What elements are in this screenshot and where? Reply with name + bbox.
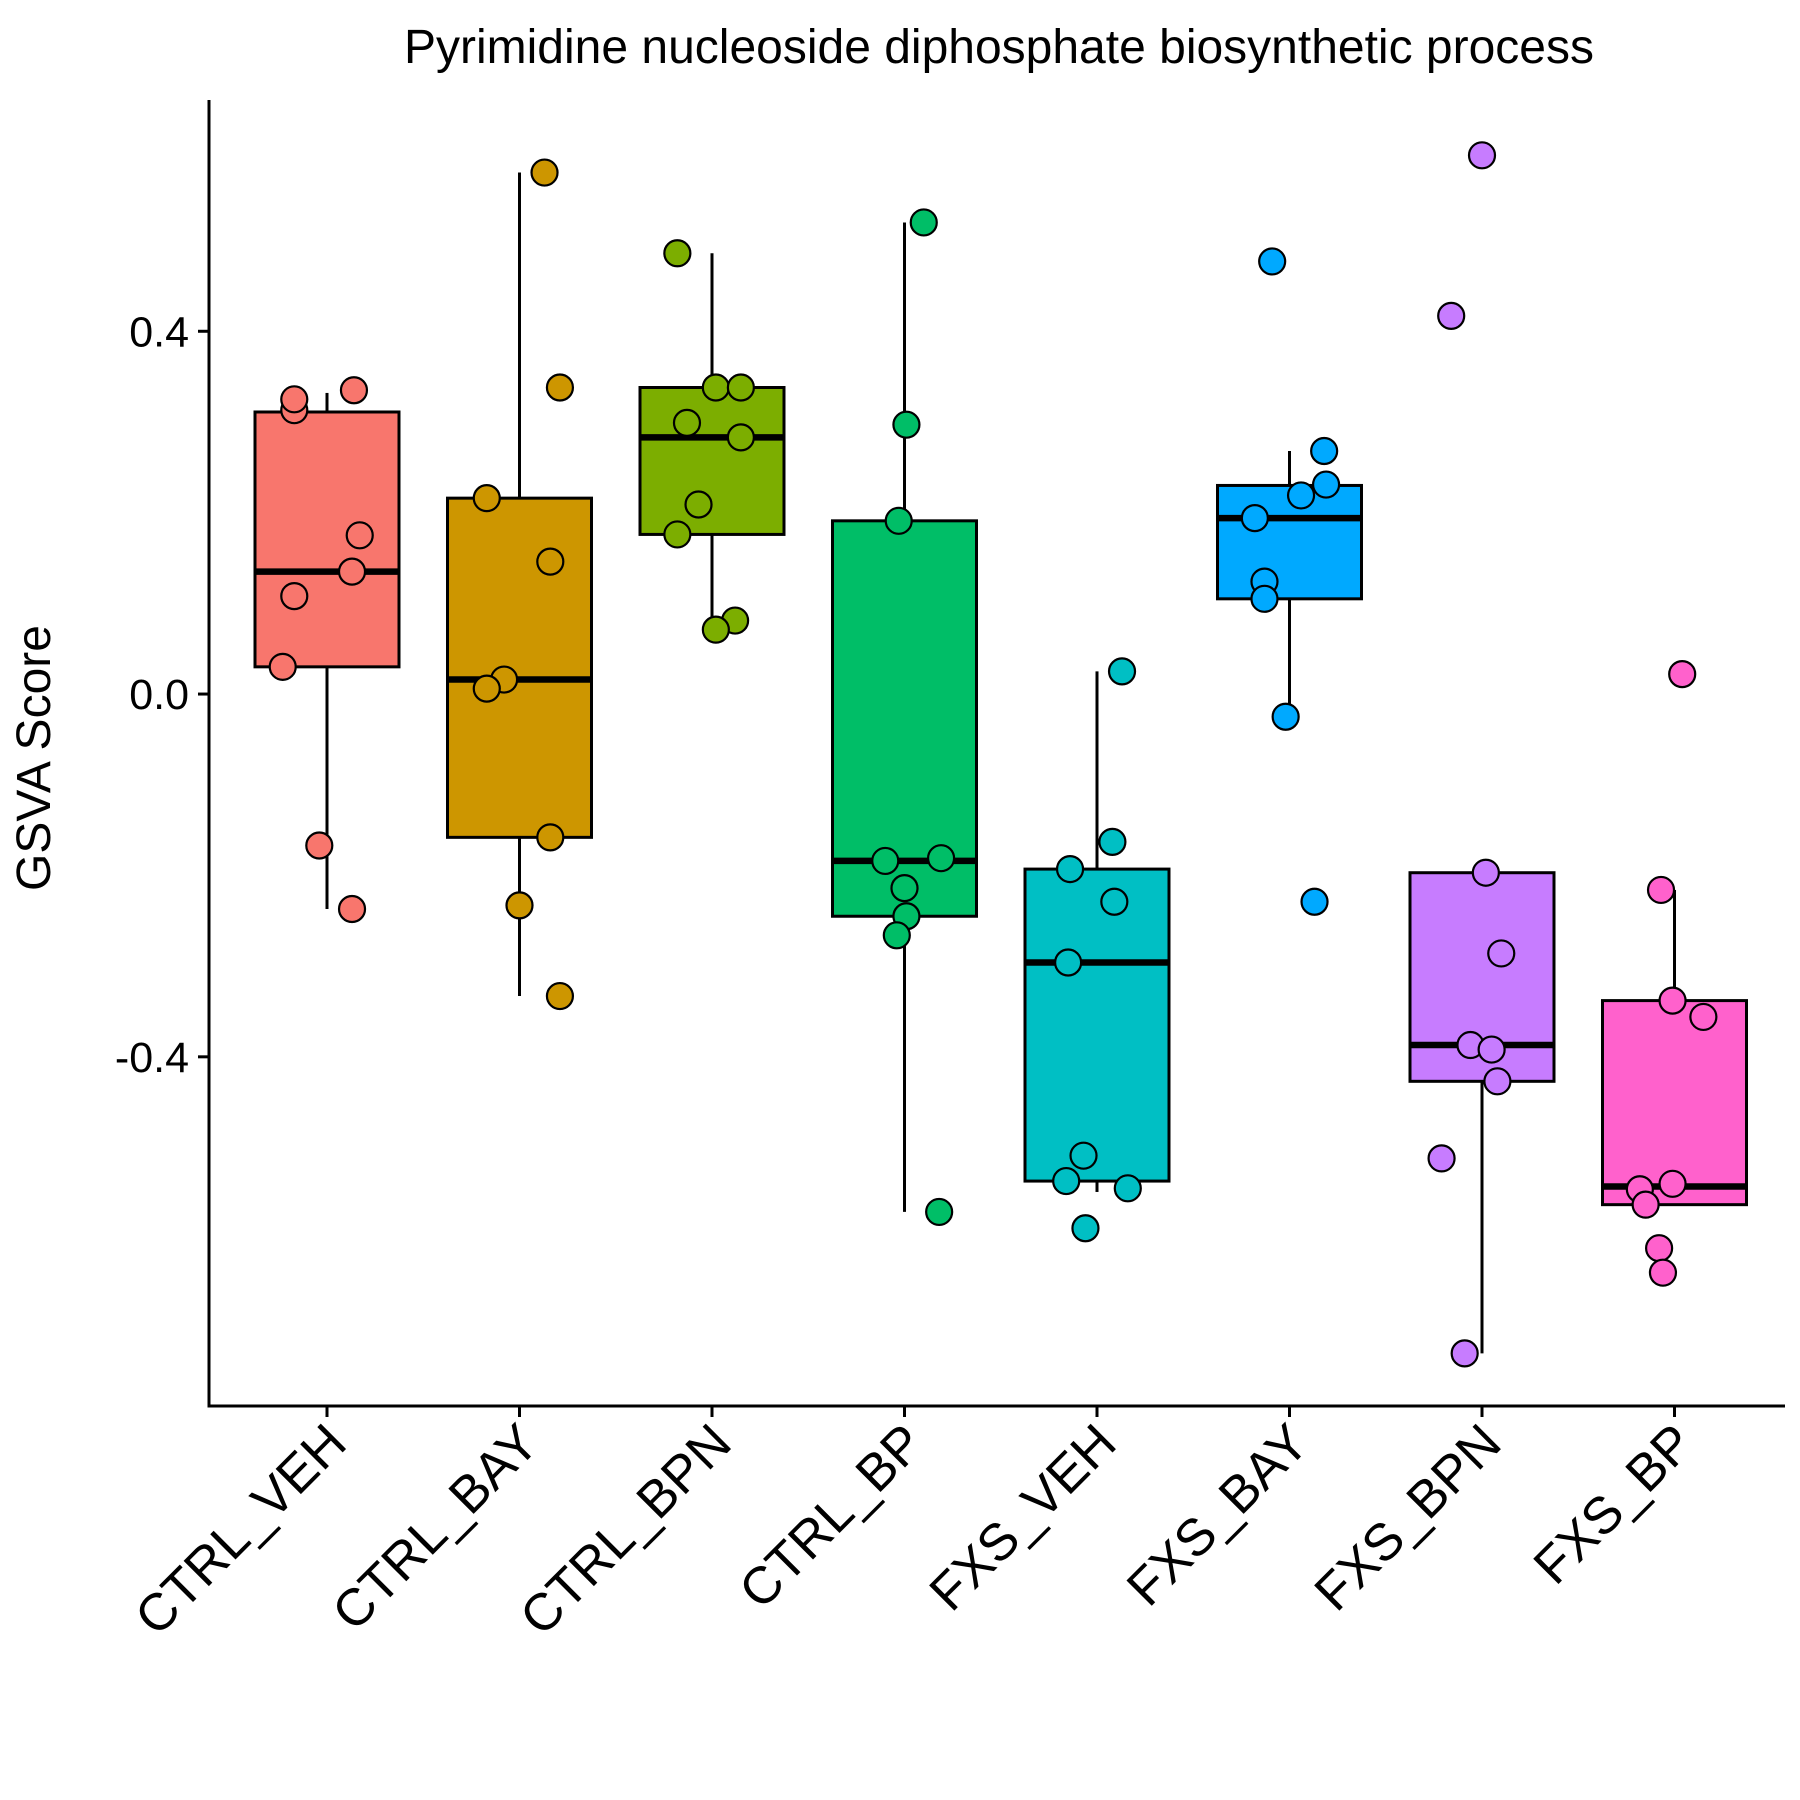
x-tick-label: FXS_BP [1523,1413,1705,1595]
y-tick-label: 0.4 [129,308,189,356]
box-ctrl-veh [253,392,401,909]
data-point [1240,504,1269,533]
box-ctrl-bay [446,172,593,997]
data-point [1668,659,1697,689]
data-point [672,408,702,437]
data-point [339,376,369,405]
box-fxs-veh [1023,671,1171,1192]
data-point [892,410,921,439]
data-point [1310,436,1339,466]
data-point [536,547,565,576]
x-tick-label: CTRL_BPN [509,1413,742,1646]
data-point [1631,1190,1660,1219]
data-point [1250,584,1279,613]
data-point [1054,948,1083,977]
data-point [1311,470,1341,499]
data-point [1658,1169,1687,1198]
box-ctrl-bp [831,222,978,1212]
data-point [1069,1141,1098,1170]
data-point [1113,1174,1142,1203]
data-point [1427,1144,1456,1173]
data-point [1107,657,1137,686]
axes [198,100,1785,1417]
box-body [253,410,401,669]
box-layer [253,172,1748,1354]
box-fxs-bp [1601,889,1748,1207]
data-point [545,981,575,1011]
data-point [472,484,501,513]
data-point [280,581,309,611]
x-tick-label: FXS_BAY [1116,1413,1320,1617]
y-tick-label: -0.4 [115,1034,189,1082]
data-point [871,846,900,876]
data-point [1467,141,1497,170]
data-point [684,490,713,519]
data-point [1689,1002,1718,1032]
data-point [472,674,501,703]
data-point [1071,1214,1100,1243]
box-body [1601,999,1748,1207]
data-point [545,373,575,402]
data-point [280,385,309,414]
data-point [1300,887,1329,916]
data-point [505,891,534,920]
point-layer [268,141,1718,1368]
data-point [1658,986,1687,1015]
y-tick-label: 0.0 [129,671,189,719]
data-point [882,921,911,950]
data-point [663,239,692,268]
data-point [268,652,297,681]
data-point [663,520,692,549]
data-point [536,823,565,852]
data-point [1471,858,1500,887]
data-point [726,373,755,402]
x-tick-label: CTRL_BP [728,1413,935,1620]
box-ctrl-bpn [638,253,786,621]
data-point [701,373,730,402]
x-tick-label: CTRL_VEH [124,1413,357,1646]
data-point [1648,1258,1678,1287]
data-point [1286,481,1316,510]
x-tick-label: FXS_BPN [1304,1413,1513,1622]
data-point [890,874,919,903]
data-point [1646,875,1676,905]
data-point [1487,939,1516,968]
box-body [446,496,593,839]
data-point [530,158,559,187]
data-point [909,208,938,237]
data-point [1055,854,1085,884]
box-body [638,386,786,536]
data-point [1437,301,1466,330]
box-fxs-bpn [1408,871,1556,1354]
data-point [337,894,367,924]
data-point [1052,1166,1081,1196]
data-point [337,557,367,586]
box-body [1216,483,1363,601]
data-point [884,506,913,535]
data-point [1483,1067,1512,1096]
data-point [1477,1035,1506,1064]
chart-title: Pyrimidine nucleoside diphosphate biosyn… [404,21,1594,74]
data-point [345,521,374,550]
data-point [926,844,956,873]
y-axis-title: GSVA Score [8,625,61,891]
box-body [1023,867,1171,1183]
data-point [1450,1339,1479,1368]
data-point [1271,702,1300,731]
x-tick-label: FXS_VEH [919,1413,1128,1622]
data-point [1100,887,1129,916]
data-point [305,831,334,860]
data-point [726,423,755,452]
data-point [1644,1234,1674,1263]
data-point [925,1197,954,1227]
data-point [1098,827,1127,856]
data-point [1258,247,1287,276]
data-point [701,615,730,644]
